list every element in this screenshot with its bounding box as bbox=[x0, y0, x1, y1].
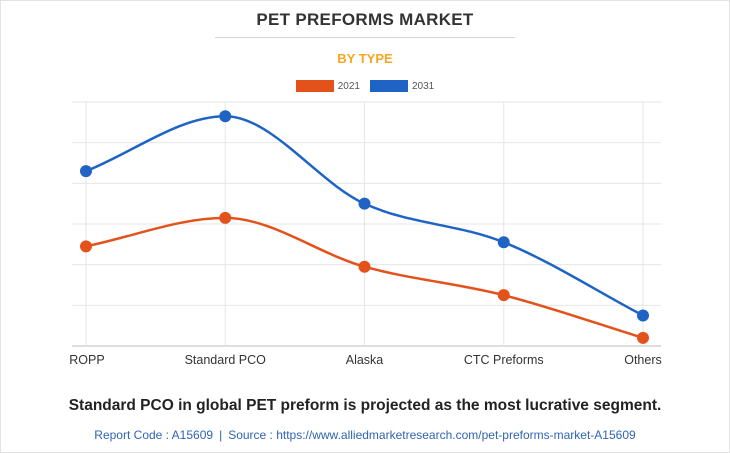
legend-label-2021: 2021 bbox=[337, 80, 360, 92]
source-separator: | bbox=[219, 428, 223, 442]
data-point-2031-standard-pco[interactable] bbox=[219, 110, 232, 123]
legend-item-2021[interactable]: 2021 bbox=[295, 80, 360, 92]
line-chart: ROPP Standard PCO Alaska CTC Preforms Others bbox=[69, 101, 662, 367]
report-code: Report Code : A15609 bbox=[94, 428, 214, 442]
source-line: Report Code : A15609 | Source : https://ww… bbox=[0, 428, 730, 442]
data-point-2021-others[interactable] bbox=[637, 331, 649, 344]
title-divider bbox=[215, 37, 515, 38]
chart-legend: 2021 2031 bbox=[0, 80, 730, 92]
legend-swatch-2031 bbox=[370, 80, 408, 92]
x-axis-tick-labels: ROPP Standard PCO Alaska CTC Preforms Others bbox=[69, 353, 661, 367]
source-link[interactable]: Source : https://www.alliedmarketresearc… bbox=[228, 428, 636, 442]
x-tick-label: ROPP bbox=[69, 353, 104, 367]
x-tick-label: Others bbox=[624, 353, 662, 367]
series-2021 bbox=[80, 211, 649, 344]
grid-lines bbox=[72, 101, 661, 347]
chart-title: PET PREFORMS MARKET bbox=[256, 10, 474, 29]
data-point-2021-standard-pco[interactable] bbox=[219, 211, 232, 224]
data-point-2021-ctc-preforms[interactable] bbox=[497, 289, 510, 302]
data-point-2031-ctc-preforms[interactable] bbox=[497, 236, 510, 249]
data-point-2031-others[interactable] bbox=[637, 309, 649, 322]
data-point-2031-alaska[interactable] bbox=[358, 197, 371, 210]
legend-label-2031: 2031 bbox=[412, 80, 435, 92]
x-tick-label: Standard PCO bbox=[185, 353, 267, 367]
legend-item-2031[interactable]: 2031 bbox=[370, 80, 434, 92]
data-point-2021-alaska[interactable] bbox=[358, 260, 371, 273]
x-tick-label: CTC Preforms bbox=[464, 353, 544, 367]
legend-swatch-2021 bbox=[295, 80, 334, 92]
series-lines bbox=[80, 110, 649, 344]
chart-caption: Standard PCO in global PET preform is pr… bbox=[68, 397, 662, 414]
data-point-2021-ropp[interactable] bbox=[80, 240, 92, 253]
chart-subtitle: BY TYPE bbox=[337, 51, 393, 66]
x-tick-label: Alaska bbox=[346, 353, 384, 367]
series-2031 bbox=[80, 110, 649, 322]
data-point-2031-ropp[interactable] bbox=[80, 165, 92, 178]
